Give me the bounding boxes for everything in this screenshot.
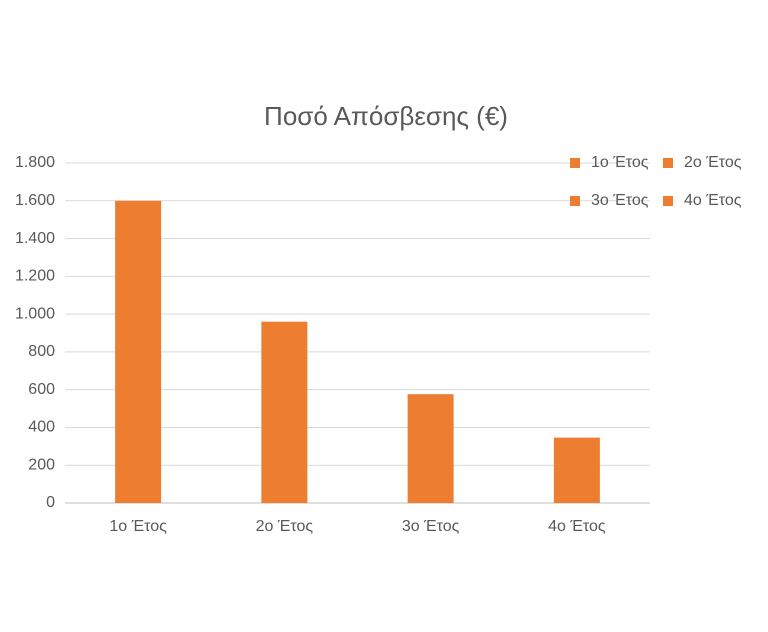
legend-swatch — [570, 158, 580, 168]
bar — [115, 200, 162, 503]
y-tick-label: 1.200 — [15, 268, 55, 285]
legend-label: 3ο Έτος — [591, 192, 649, 209]
bar — [261, 321, 308, 503]
legend-swatch — [663, 196, 673, 206]
x-tick-label: 4ο Έτος — [548, 518, 606, 535]
y-tick-label: 400 — [28, 419, 55, 436]
x-tick-label: 1ο Έτος — [109, 518, 167, 535]
legend-swatch — [663, 158, 673, 168]
x-tick-label: 2ο Έτος — [256, 518, 314, 535]
y-tick-label: 0 — [46, 494, 55, 511]
y-tick-label: 1.800 — [15, 154, 55, 171]
bar — [553, 437, 600, 503]
chart-title: Ποσό Απόσβεσης (€) — [264, 101, 508, 131]
y-tick-label: 600 — [28, 381, 55, 398]
legend-swatch — [570, 196, 580, 206]
legend-label: 2ο Έτος — [684, 154, 742, 171]
y-tick-label: 800 — [28, 343, 55, 360]
legend-label: 4ο Έτος — [684, 192, 742, 209]
legend-label: 1ο Έτος — [591, 154, 649, 171]
x-tick-label: 3ο Έτος — [402, 518, 460, 535]
y-tick-label: 1.000 — [15, 305, 55, 322]
y-tick-label: 200 — [28, 456, 55, 473]
y-tick-label: 1.600 — [15, 192, 55, 209]
bar — [407, 394, 454, 503]
y-tick-label: 1.400 — [15, 230, 55, 247]
